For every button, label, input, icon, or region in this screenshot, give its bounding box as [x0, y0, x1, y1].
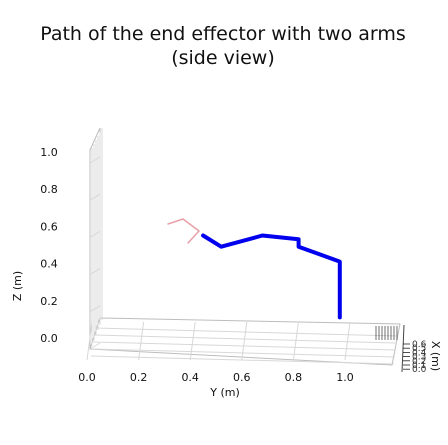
y-tick-label: 0.8	[40, 183, 58, 196]
end-effector-path	[201, 233, 342, 320]
x-tick-label: 0.4	[181, 371, 199, 384]
x-tick-label: 0.6	[233, 371, 251, 384]
y-tick-label: 0.0	[40, 332, 58, 345]
x-tick-label: 1.0	[336, 371, 354, 384]
gridline-floor	[90, 355, 395, 365]
x-tick-label: 0.0	[78, 371, 96, 384]
chart-title: Path of the end effector with two arms	[40, 23, 406, 45]
data-series	[201, 233, 342, 320]
depth-tick-label: 0.1	[412, 361, 426, 371]
depth-axis: 0.60.50.40.30.20.10.0	[375, 324, 427, 375]
depth-tick-label: 0.0	[412, 365, 427, 375]
y-axis-ticks: 0.0 0.2 0.4 0.6 0.8 1.0	[40, 146, 58, 345]
y-axis-label: Z (m)	[11, 271, 24, 301]
depth-axis-label: X (m)	[429, 341, 442, 371]
x-tick-label: 0.8	[285, 371, 303, 384]
x-axis-ticks: 0.0 0.2 0.4 0.6 0.8 1.0	[78, 371, 354, 384]
y-tick-label: 1.0	[40, 146, 58, 159]
depth-tick-label: 0.6	[412, 340, 427, 350]
gridline-floor	[92, 341, 397, 351]
y-tick-label: 0.4	[40, 258, 58, 271]
gridline-horizontal	[89, 193, 101, 201]
y-tick-label: 0.2	[40, 295, 58, 308]
gridline-floor	[86, 321, 93, 361]
gridline-horizontal	[89, 268, 101, 276]
x-tick-label: 0.2	[130, 371, 148, 384]
x-axis-label: Y (m)	[209, 386, 240, 399]
gridline-floor	[344, 321, 351, 361]
gridline-floor	[93, 334, 398, 344]
gridline-floor	[189, 321, 196, 361]
depth-tick-label: 0.4	[412, 348, 427, 358]
gridline-horizontal	[89, 305, 101, 313]
gridline-floor	[292, 321, 299, 361]
gridline-horizontal	[89, 156, 101, 164]
depth-tick-label: 0.2	[412, 357, 426, 367]
chart-subtitle: (side view)	[171, 47, 275, 69]
gridline-floor	[91, 348, 396, 358]
gridline-floor	[94, 327, 399, 337]
depth-tick-label: 0.3	[412, 353, 426, 363]
gridline-horizontal	[89, 342, 101, 350]
gridline-floor	[241, 321, 248, 361]
gridlines	[86, 128, 399, 365]
y-tick-label: 0.6	[40, 220, 58, 233]
annotation-mark	[167, 218, 200, 244]
gridline-floor	[138, 321, 145, 361]
gridline-horizontal	[89, 230, 101, 238]
depth-tick-label: 0.5	[412, 344, 426, 354]
